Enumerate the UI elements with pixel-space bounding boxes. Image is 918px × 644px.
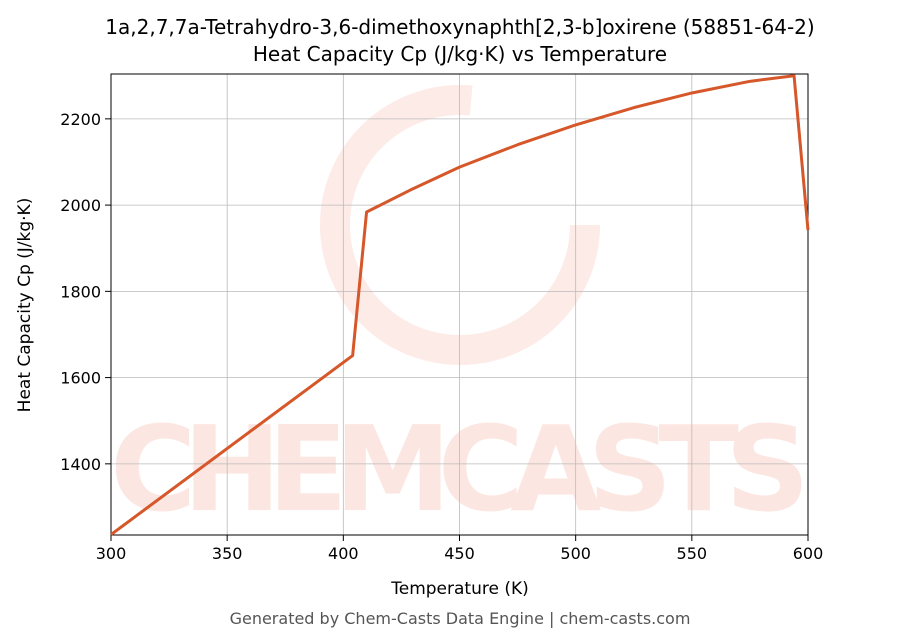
y-tick-label: 2000	[60, 196, 101, 215]
x-tick-label: 600	[793, 544, 824, 563]
chart-title: 1a,2,7,7a-Tetrahydro-3,6-dimethoxynaphth…	[105, 15, 814, 39]
y-tick-label: 2200	[60, 110, 101, 129]
watermark: CHEMCASTS	[110, 400, 810, 538]
plot-frame	[110, 73, 809, 536]
x-tick-label: 300	[96, 544, 127, 563]
x-tick-label: 450	[444, 544, 475, 563]
x-axis-label: Temperature (K)	[390, 579, 529, 599]
x-tick-label: 550	[677, 544, 708, 563]
x-tick-label: 500	[560, 544, 591, 563]
y-axis-label: Heat Capacity Cp (J/kg·K)	[15, 198, 35, 413]
y-tick-label: 1400	[60, 455, 101, 474]
chart-subtitle: Heat Capacity Cp (J/kg·K) vs Temperature	[253, 42, 667, 66]
watermark-logo	[320, 85, 600, 365]
data-line	[110, 74, 810, 536]
y-tick-label: 1800	[60, 282, 101, 301]
x-tick-label: 400	[328, 544, 359, 563]
x-tick-label: 350	[212, 544, 243, 563]
footer: Generated by Chem-Casts Data Engine | ch…	[230, 609, 691, 628]
y-tick-label: 1600	[60, 369, 101, 388]
